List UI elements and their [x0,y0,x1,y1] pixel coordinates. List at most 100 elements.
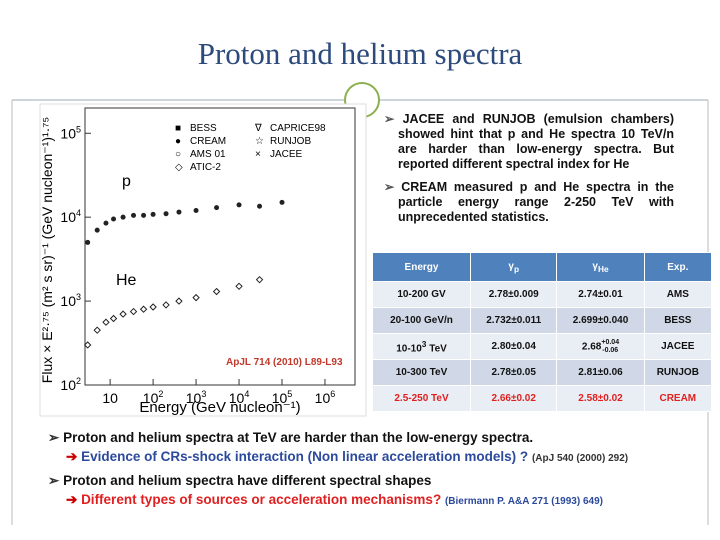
table-cell: 20-100 GeV/n [371,307,472,334]
data-point [255,275,264,284]
tick-exp: 3 [201,389,206,399]
slide-title: Proton and helium spectra [197,36,523,71]
tick-base: 10 [143,390,159,406]
data-point [120,214,126,220]
legend-label: CREAM [190,136,226,147]
data-point [139,305,148,313]
data-point [102,318,110,326]
tick-exp: 6 [330,389,335,399]
data-point [103,220,109,226]
x-tick-label: 103 [186,389,207,406]
legend-label: RUNJOB [270,136,311,147]
y-tick-label: 102 [60,376,81,393]
table-cell: 2.699±0.040 [556,307,645,334]
tick-base: 10 [60,209,76,225]
data-point [85,239,91,245]
table-cell: 2.78±0.009 [470,281,558,308]
table-row: 10-200 GV 2.78±0.009 2.74±0.01 AMS [371,281,713,308]
header-cell: γp [470,252,558,282]
table-row: 10-103 TeV 2.80±0.04 2.68 +0.04 -0.06 JACEE [371,333,713,360]
sub-bullet: Different types of sources or accelerati… [66,492,708,508]
plot-area [84,107,356,386]
legend-symbol: ☆ [255,136,264,147]
data-point [162,301,170,309]
data-point [141,212,147,218]
table-cell: 2.58±0.02 [556,385,645,412]
y-tick-label: 105 [60,124,81,141]
cell-text: 10-10 [396,343,422,355]
tick-base: 10 [102,390,118,406]
header-cell: γHe [556,252,645,282]
cell-text: TeV [426,343,447,355]
table-cell: 10-103 TeV [371,333,472,360]
tick-base: 10 [315,390,331,406]
data-point [131,212,137,218]
data-point [109,314,118,323]
data-point [119,310,127,318]
table-cell: 2.5-250 TeV [371,385,472,412]
cell-sup: +0.04 [601,338,620,346]
table-row: 2.5-250 TeV 2.66±0.02 2.58±0.02 CREAM [371,385,713,412]
table-row: 20-100 GeV/n 2.732±0.011 2.699±0.040 BESS [371,307,713,334]
x-tick-label: 104 [229,389,250,406]
data-point [129,307,138,316]
tick-exp: 2 [158,389,163,399]
reference: (Biermann P. A&A 271 (1993) 649) [444,496,603,507]
legend-symbol: × [255,149,261,160]
bullet: Proton and helium spectra have different… [48,473,708,489]
header-cell: Exp. [643,252,713,282]
legend-label: JACEE [270,149,303,160]
tick-base: 10 [60,377,76,393]
note: CREAM measured p and He spectra in the p… [382,180,674,225]
tick-exp: 2 [76,376,81,386]
bullet: Proton and helium spectra at TeV are har… [48,430,708,446]
data-point [212,287,221,296]
tick-base: 10 [186,390,202,406]
table-cell: AMS [643,281,713,308]
header-cell: Energy [371,252,472,282]
data-point [111,216,117,222]
cell-script: +0.04 -0.06 [601,339,619,355]
cell-sub: -0.06 [602,346,619,354]
table-cell: 2.732±0.011 [470,307,558,334]
cell-sub: p [513,263,520,274]
legend-symbol: ○ [175,149,181,160]
legend-label: CAPRICE98 [270,123,326,134]
sub-text: Different types of sources or accelerati… [81,492,442,507]
tick-base: 10 [229,390,245,406]
data-point [83,341,92,349]
table-cell: 2.74±0.01 [556,281,645,308]
table-cell: CREAM [643,385,713,412]
data-point [150,211,156,217]
sub-bullet: Evidence of CRs-shock interaction (Non l… [66,449,708,465]
table-cell: BESS [643,307,713,334]
citation: ApJL 714 (2010) L89-L93 [226,357,343,368]
table-row: 10-300 TeV 2.78±0.05 2.81±0.06 RUNJOB [371,359,713,386]
data-point [149,303,157,311]
series-label: He [116,272,137,289]
cell-text: γ [592,260,598,272]
sub-text: Evidence of CRs-shock interaction (Non l… [81,449,529,464]
data-point [236,202,242,208]
cell-sup: 3 [421,338,427,349]
table-cell: 2.78±0.05 [470,359,558,386]
table-body: 10-200 GV 2.78±0.009 2.74±0.01 AMS 20-100 Ge… [371,281,713,412]
table-cell: 2.68 +0.04 -0.06 [556,333,645,360]
x-tick-label: 105 [272,389,293,406]
data-point [163,211,169,217]
cell-sub: He [597,263,609,274]
tick-exp: 4 [76,208,81,218]
legend-label: BESS [190,123,217,134]
index-table: Energy γp γHe Exp. 10-200 GV 2.78±0.009 2.74±0… [371,252,713,412]
x-tick-label: 102 [143,389,164,406]
reference: (ApJ 540 (2000) 292) [531,453,629,464]
tick-base: 10 [272,390,288,406]
series-label: p [122,173,131,190]
y-axis-label: Flux × E²·⁷⁵ (m² s sr)⁻¹ (GeV nucleon⁻¹)… [39,117,55,383]
legend-label: ATIC-2 [190,162,221,173]
data-point [94,227,100,233]
table-cell: 2.66±0.02 [470,385,558,412]
cell-text: γ [508,260,514,272]
notes: JACEE and RUNJOB (emulsion chambers) sho… [382,112,674,233]
